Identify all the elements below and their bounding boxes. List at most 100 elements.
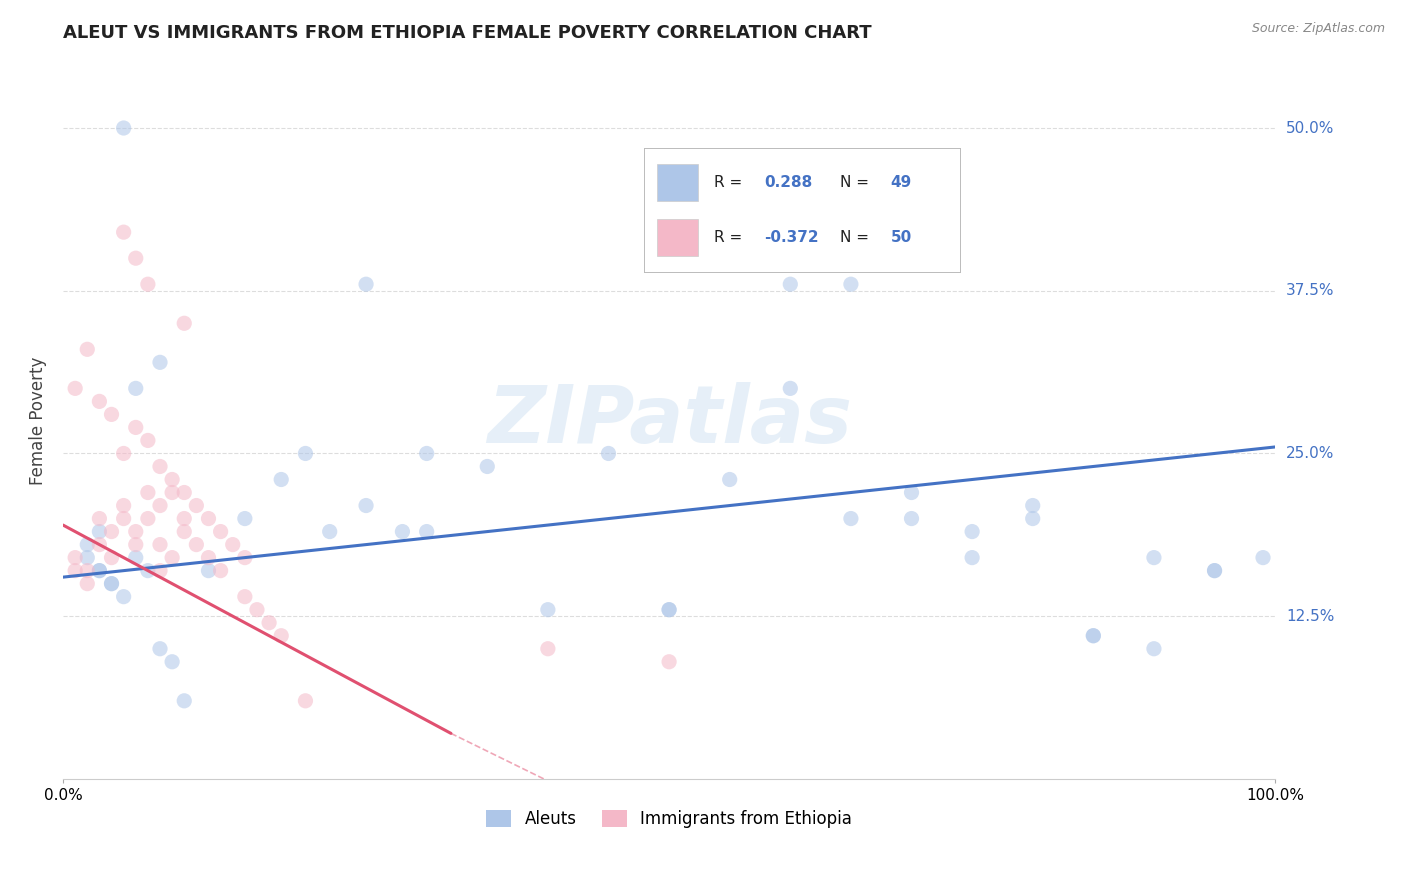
Point — [477, 459, 499, 474]
Point — [173, 694, 195, 708]
Point — [76, 550, 98, 565]
Y-axis label: Female Poverty: Female Poverty — [30, 357, 46, 485]
Point — [100, 550, 122, 565]
Point — [112, 499, 135, 513]
Point — [112, 121, 135, 136]
Point — [149, 459, 172, 474]
Point — [100, 408, 122, 422]
Point — [136, 485, 159, 500]
Point — [125, 381, 148, 395]
Point — [839, 277, 862, 292]
Point — [63, 550, 86, 565]
Point — [125, 550, 148, 565]
Point — [89, 524, 111, 539]
Point — [197, 550, 219, 565]
Point — [160, 485, 183, 500]
Point — [125, 538, 148, 552]
Text: 50: 50 — [891, 230, 912, 244]
Point — [294, 694, 316, 708]
Point — [112, 446, 135, 460]
Point — [1083, 629, 1105, 643]
Legend: Aleuts, Immigrants from Ethiopia: Aleuts, Immigrants from Ethiopia — [479, 804, 859, 835]
Point — [112, 511, 135, 525]
Point — [197, 511, 219, 525]
Text: ZIPatlas: ZIPatlas — [486, 382, 852, 460]
Point — [222, 538, 245, 552]
Point — [900, 511, 922, 525]
Point — [1083, 629, 1105, 643]
Point — [718, 473, 741, 487]
Point — [112, 225, 135, 239]
Point — [197, 564, 219, 578]
Point — [1022, 499, 1045, 513]
Point — [173, 511, 195, 525]
Point — [160, 473, 183, 487]
Point — [89, 511, 111, 525]
Point — [537, 602, 560, 616]
Point — [63, 564, 86, 578]
Point — [354, 499, 377, 513]
Text: ALEUT VS IMMIGRANTS FROM ETHIOPIA FEMALE POVERTY CORRELATION CHART: ALEUT VS IMMIGRANTS FROM ETHIOPIA FEMALE… — [63, 24, 872, 42]
Point — [149, 538, 172, 552]
Point — [125, 524, 148, 539]
Point — [960, 524, 983, 539]
Point — [89, 564, 111, 578]
Point — [63, 381, 86, 395]
Point — [233, 590, 256, 604]
Point — [76, 564, 98, 578]
FancyBboxPatch shape — [657, 219, 697, 256]
Point — [1204, 564, 1226, 578]
Point — [658, 602, 681, 616]
Text: N =: N = — [841, 176, 875, 190]
Point — [136, 511, 159, 525]
Point — [1143, 550, 1166, 565]
Point — [149, 499, 172, 513]
Point — [173, 485, 195, 500]
Point — [233, 511, 256, 525]
Point — [391, 524, 413, 539]
Text: 0.288: 0.288 — [765, 176, 813, 190]
Point — [1204, 564, 1226, 578]
Point — [173, 316, 195, 330]
Point — [318, 524, 340, 539]
Point — [149, 355, 172, 369]
Point — [294, 446, 316, 460]
Point — [125, 251, 148, 265]
Point — [270, 629, 292, 643]
Point — [100, 576, 122, 591]
Point — [112, 590, 135, 604]
Point — [270, 473, 292, 487]
Point — [658, 655, 681, 669]
Point — [136, 277, 159, 292]
Point — [598, 446, 620, 460]
Point — [89, 394, 111, 409]
Point — [160, 655, 183, 669]
FancyBboxPatch shape — [657, 164, 697, 202]
Point — [209, 524, 232, 539]
Point — [89, 564, 111, 578]
Point — [76, 343, 98, 357]
Point — [186, 538, 208, 552]
Point — [1143, 641, 1166, 656]
Point — [76, 576, 98, 591]
Point — [1022, 511, 1045, 525]
Point — [960, 550, 983, 565]
Point — [779, 277, 801, 292]
Text: 50.0%: 50.0% — [1286, 120, 1334, 136]
Point — [136, 564, 159, 578]
Point — [100, 576, 122, 591]
Text: R =: R = — [714, 230, 747, 244]
Point — [149, 564, 172, 578]
Point — [1251, 550, 1274, 565]
Point — [779, 381, 801, 395]
Point — [149, 641, 172, 656]
Point — [160, 550, 183, 565]
Point — [100, 524, 122, 539]
Point — [76, 538, 98, 552]
Text: 12.5%: 12.5% — [1286, 608, 1334, 624]
Point — [415, 446, 437, 460]
Point — [233, 550, 256, 565]
Text: R =: R = — [714, 176, 747, 190]
Text: 25.0%: 25.0% — [1286, 446, 1334, 461]
Text: -0.372: -0.372 — [765, 230, 820, 244]
